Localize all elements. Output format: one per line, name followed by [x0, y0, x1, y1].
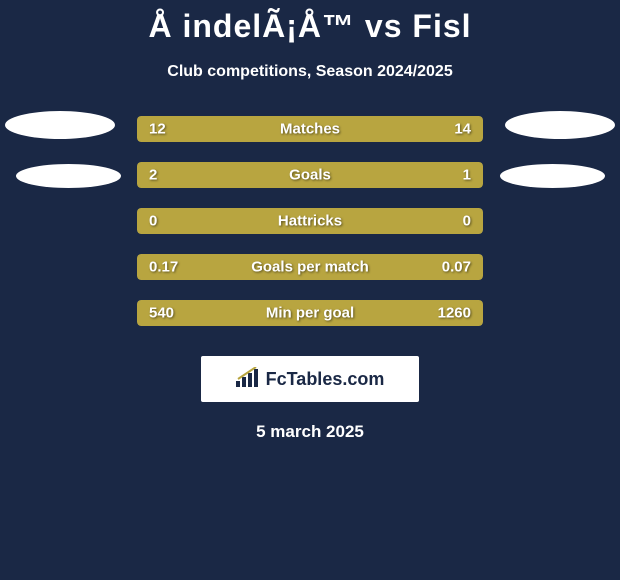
stat-row: 0.17 0.07 Goals per match	[137, 254, 483, 280]
stats-area: 12 14 Matches 2 1 Goals 0 0 Hattricks 0.17 0.07 Goa…	[0, 116, 620, 346]
stat-label: Goals per match	[251, 259, 369, 276]
stat-value-left: 0	[149, 213, 157, 230]
stat-value-left: 0.17	[149, 259, 178, 276]
stat-value-right: 14	[454, 121, 471, 138]
subtitle: Club competitions, Season 2024/2025	[167, 63, 452, 81]
chart-icon	[236, 367, 260, 392]
stat-label: Goals	[289, 167, 331, 184]
team-badge-left-1	[5, 111, 115, 139]
date-text: 5 march 2025	[256, 422, 364, 442]
team-badge-right-2	[500, 164, 605, 188]
page-title: Å indelÃ¡Å™ vs Fisl	[148, 8, 471, 45]
team-badge-left-2	[16, 164, 121, 188]
stat-row: 540 1260 Min per goal	[137, 300, 483, 326]
stats-rows: 12 14 Matches 2 1 Goals 0 0 Hattricks 0.17 0.07 Goa…	[0, 116, 620, 326]
main-container: Å indelÃ¡Å™ vs Fisl Club competitions, S…	[0, 0, 620, 442]
stat-value-right: 1	[463, 167, 471, 184]
stat-value-right: 0.07	[442, 259, 471, 276]
stat-value-left: 12	[149, 121, 166, 138]
stat-label: Hattricks	[278, 213, 342, 230]
stat-value-left: 2	[149, 167, 157, 184]
logo-box: FcTables.com	[201, 356, 419, 402]
stat-value-right: 0	[463, 213, 471, 230]
logo-text: FcTables.com	[266, 369, 385, 390]
stat-value-left: 540	[149, 305, 174, 322]
stat-label: Min per goal	[266, 305, 354, 322]
stat-row: 2 1 Goals	[137, 162, 483, 188]
stat-row: 12 14 Matches	[137, 116, 483, 142]
stat-row: 0 0 Hattricks	[137, 208, 483, 234]
stat-value-right: 1260	[438, 305, 471, 322]
team-badge-right-1	[505, 111, 615, 139]
logo-content: FcTables.com	[236, 367, 385, 392]
stat-label: Matches	[280, 121, 340, 138]
